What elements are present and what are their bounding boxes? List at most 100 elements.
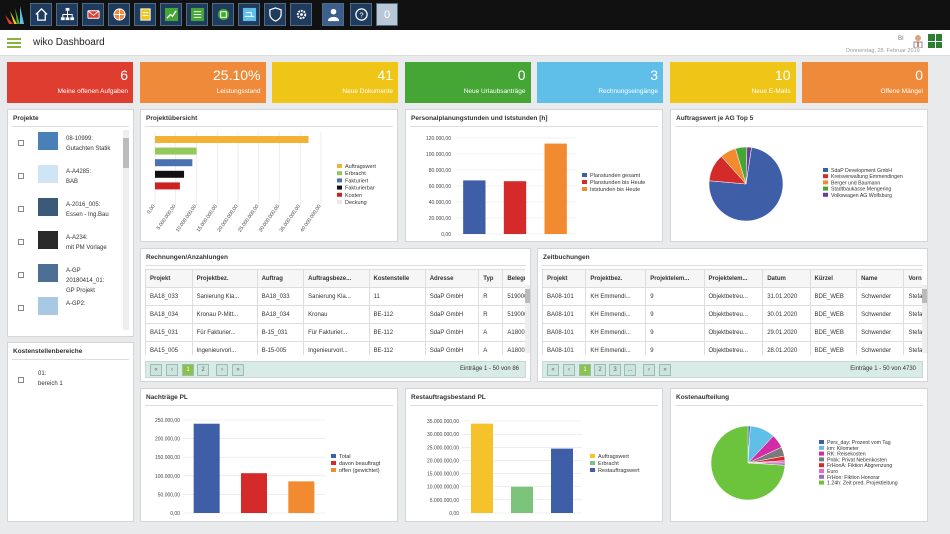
column-header[interactable]: Projektbez. xyxy=(585,269,647,288)
home-icon[interactable] xyxy=(30,3,52,26)
table-cell: BA08-101 xyxy=(542,305,587,324)
column-header[interactable]: Projekt xyxy=(542,269,587,288)
table-row[interactable]: BA18_034 Kronau P-Mitt... BA18_034 Kronau BE… xyxy=(145,305,525,324)
column-header[interactable]: Projektelem... xyxy=(645,269,705,288)
x-tick-label: 15.000.000,00 xyxy=(196,204,219,234)
project-item[interactable]: A-A4285: BAB xyxy=(14,163,120,191)
pager-last-button[interactable]: » xyxy=(659,364,671,376)
kpi-tile[interactable]: 3 Rechnungseingänge xyxy=(537,62,663,103)
column-header[interactable]: Belegnu xyxy=(502,269,525,288)
pager-first-button[interactable]: « xyxy=(150,364,162,376)
project-checkbox[interactable] xyxy=(18,173,24,179)
globe-icon[interactable] xyxy=(108,3,130,26)
pager-prev-button[interactable]: ‹ xyxy=(166,364,178,376)
chart-icon[interactable] xyxy=(160,3,182,26)
kostenstelle-item[interactable]: 01: bereich 1 xyxy=(38,369,63,389)
table-scrollbar[interactable] xyxy=(525,285,530,353)
project-checkbox[interactable] xyxy=(18,272,24,278)
org-chart-icon[interactable] xyxy=(56,3,78,26)
table-row[interactable]: BA08-101 KH Emmendi... 9 Objektbetreu... 31.… xyxy=(542,287,922,306)
document-icon[interactable] xyxy=(134,3,156,26)
avatar[interactable] xyxy=(912,34,924,48)
pager-prev-button[interactable]: ‹ xyxy=(563,364,575,376)
column-header[interactable]: Kostenstelle xyxy=(368,269,426,288)
project-text: 08-10999: Gutachten Statik xyxy=(66,134,110,154)
table-row[interactable]: BA18_033 Sanierung Kla... BA18_033 Sanierun… xyxy=(145,287,525,306)
project-checkbox[interactable] xyxy=(18,140,24,146)
y-tick-label: 20.000,00 xyxy=(429,216,451,222)
legend-label: Volkswagen AG Wolfsburg xyxy=(831,193,892,199)
project-checkbox[interactable] xyxy=(18,305,24,311)
y-tick-label: 30.000.000,00 xyxy=(427,432,459,438)
projekte-scrollbar[interactable] xyxy=(123,130,129,330)
column-header[interactable]: Adresse xyxy=(424,269,480,288)
user-icon[interactable] xyxy=(322,3,344,26)
pager-page-button[interactable]: ... xyxy=(624,364,636,376)
pager-page-button[interactable]: 3 xyxy=(609,364,621,376)
pager-page-button[interactable]: 1 xyxy=(579,364,591,376)
legend-label: Auftragswert xyxy=(598,454,629,460)
pager-page-button[interactable]: 2 xyxy=(197,364,209,376)
help-icon[interactable]: ? xyxy=(350,3,372,26)
pager-first-button[interactable]: « xyxy=(547,364,559,376)
table-cell: SdaP GmbH xyxy=(424,305,480,324)
notification-badge[interactable]: 0 xyxy=(376,3,398,26)
mail-icon[interactable] xyxy=(82,3,104,26)
table-row[interactable]: BA08-101 KH Emmendi... 9 Objektbetreu... 30.… xyxy=(542,305,922,324)
kpi-tile[interactable]: 0 Neue Urlaubsanträge xyxy=(404,62,531,103)
kpi-tile[interactable]: 6 Meine offenen Aufgaben xyxy=(7,62,133,103)
column-header[interactable]: Typ xyxy=(478,269,504,288)
column-header[interactable]: Auftrag xyxy=(256,269,305,288)
truck-icon[interactable] xyxy=(238,3,260,26)
column-header[interactable]: Datum xyxy=(762,269,811,288)
zeitbuchungen-pager: « ‹ 1 2 3... › » Einträge 1 - 50 von 4730 xyxy=(542,361,923,378)
column-header[interactable]: Vornam xyxy=(903,269,922,288)
legend-swatch xyxy=(331,468,336,472)
project-item[interactable]: A-GP 20180414_01: GP Projekt xyxy=(14,262,120,294)
table-row[interactable]: BA08-101 KH Emmendi... 9 Objektbetreu... 29.… xyxy=(542,323,922,342)
list-icon[interactable] xyxy=(186,3,208,26)
menu-icon[interactable] xyxy=(7,38,21,48)
column-header[interactable]: Projektbez. xyxy=(191,269,258,288)
pager-page-button[interactable]: 1 xyxy=(182,364,194,376)
project-item[interactable]: A-2016_005: Essen - Ing.Bau xyxy=(14,196,120,224)
box-icon[interactable] xyxy=(212,3,234,26)
pager-next-button[interactable]: › xyxy=(643,364,655,376)
table-row[interactable]: BA15_031 Für Fakturier... B-15_031 Für Fakt… xyxy=(145,323,525,342)
column-header[interactable]: Projekt xyxy=(145,269,193,288)
legend-swatch xyxy=(823,168,828,172)
kpi-tile[interactable]: 41 Neue Dokumente xyxy=(272,62,398,103)
project-item[interactable]: A-A234: mit PM Vorlage xyxy=(14,229,120,257)
kpi-tile[interactable]: 10 Neue E-Mails xyxy=(669,62,796,103)
pager-next-button[interactable]: › xyxy=(216,364,228,376)
y-tick-label: 80.000,00 xyxy=(429,168,451,174)
bar xyxy=(155,182,180,190)
table-scrollbar[interactable] xyxy=(922,285,927,353)
pager-page-button[interactable]: 2 xyxy=(594,364,606,376)
column-header[interactable]: Kürzel xyxy=(809,269,858,288)
column-header[interactable]: Projektelem... xyxy=(703,269,764,288)
kostenstelle-checkbox[interactable] xyxy=(18,377,24,383)
legend-label: Berger und Baumann xyxy=(831,180,880,186)
y-tick-label: 250.000,00 xyxy=(155,418,180,424)
shield-icon[interactable] xyxy=(264,3,286,26)
kpi-tile[interactable]: 0 Offene Mängel xyxy=(802,62,928,103)
project-item[interactable]: A-GP2: xyxy=(14,295,120,323)
project-item[interactable]: 08-10999: Gutachten Statik xyxy=(14,130,120,158)
legend-label: FrHon: Fiktion Honorar xyxy=(827,475,880,481)
bar xyxy=(288,481,315,513)
legend-swatch xyxy=(823,186,828,191)
grid-icon[interactable] xyxy=(928,34,942,48)
table-row[interactable]: BA15_005 Ingenieurvorl... B-15-005 Ingenieu… xyxy=(145,341,525,355)
kpi-tile[interactable]: 25.10% Leistungsstand xyxy=(139,62,266,103)
legend-label: Erbracht xyxy=(598,461,619,467)
project-checkbox[interactable] xyxy=(18,206,24,212)
column-header[interactable]: Name xyxy=(856,269,905,288)
project-checkbox[interactable] xyxy=(18,239,24,245)
pager-last-button[interactable]: » xyxy=(232,364,244,376)
x-tick-label: 35.000.000,00 xyxy=(279,204,302,234)
table-cell: 31.01.2020 xyxy=(762,287,811,306)
column-header[interactable]: Auftragsbeze... xyxy=(303,269,370,288)
table-row[interactable]: BA08-101 KH Emmendi... 9 Objektbetreu... 28.… xyxy=(542,341,922,355)
gear-icon[interactable] xyxy=(290,3,312,26)
